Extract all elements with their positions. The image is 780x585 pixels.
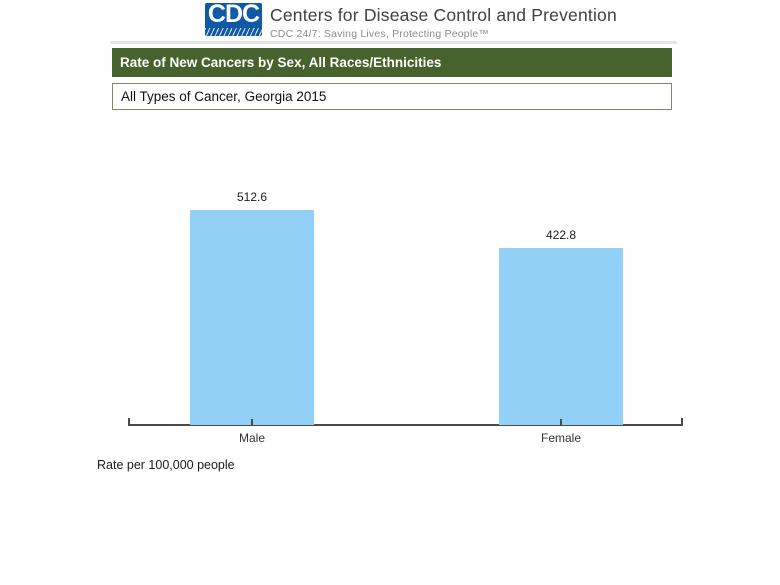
org-tagline: CDC 24/7: Saving Lives, Protecting Peopl…	[270, 28, 490, 40]
bar-female[interactable]	[499, 248, 623, 425]
cdc-masthead: CDC Centers for Disease Control and Prev…	[205, 3, 617, 40]
cdc-logo-acronym: CDC	[207, 3, 260, 28]
cdc-logo-hatch-decoration	[205, 28, 262, 36]
bar-male[interactable]	[190, 210, 314, 425]
rate-unit-footnote: Rate per 100,000 people	[97, 458, 235, 472]
category-label-male: Male	[238, 431, 265, 445]
category-label-female: Female	[540, 431, 581, 445]
chart-subtitle-box: All Types of Cancer, Georgia 2015	[112, 83, 672, 110]
x-axis-right-endcap	[681, 418, 683, 426]
x-axis-tick-male	[251, 419, 253, 425]
x-axis-line	[128, 424, 683, 426]
bar-value-label-female: 422.8	[545, 228, 577, 242]
x-axis-left-endcap	[128, 418, 130, 426]
cdc-logo-icon[interactable]: CDC	[205, 3, 262, 36]
org-name: Centers for Disease Control and Preventi…	[270, 5, 617, 25]
header-divider	[110, 41, 677, 44]
x-axis-tick-female	[560, 419, 562, 425]
chart-title-bar: Rate of New Cancers by Sex, All Races/Et…	[112, 48, 672, 77]
bar-value-label-male: 512.6	[236, 190, 268, 204]
org-text-block: Centers for Disease Control and Preventi…	[270, 3, 617, 40]
